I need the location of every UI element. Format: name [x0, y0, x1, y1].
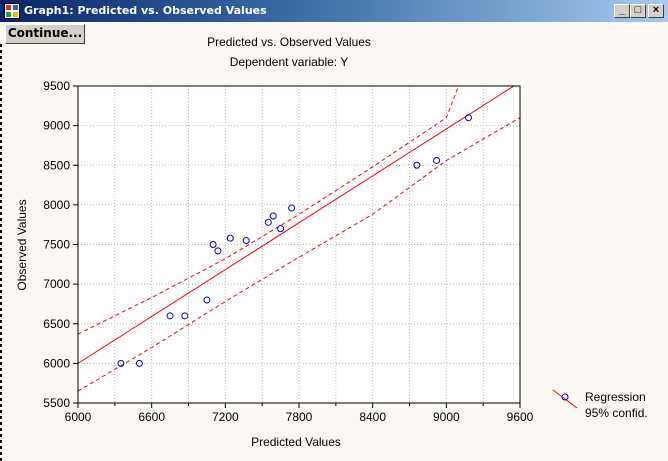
- data-point: [433, 156, 441, 164]
- lower-confidence-line: [77, 117, 521, 392]
- data-point: [181, 312, 189, 320]
- data-point: [214, 247, 222, 255]
- grid: [78, 86, 520, 403]
- data-point: [464, 114, 472, 122]
- legend-confidence-label: 95% confid.: [585, 406, 648, 420]
- y-tick-label: 9500: [43, 79, 70, 93]
- chart-subtitle: Dependent variable: Y: [230, 55, 349, 69]
- data-point: [226, 234, 234, 242]
- x-tick-label: 6000: [65, 410, 92, 424]
- x-axis-label: Predicted Values: [251, 435, 341, 449]
- y-axis-label: Observed Values: [15, 199, 29, 290]
- maximize-button[interactable]: □: [630, 4, 646, 18]
- y-tick-label: 7000: [43, 277, 70, 291]
- window-titlebar[interactable]: Graph1: Predicted vs. Observed Values _ …: [0, 0, 668, 22]
- y-tick-label: 5500: [43, 396, 70, 410]
- data-point: [288, 204, 296, 212]
- x-tick-label: 9600: [507, 410, 534, 424]
- y-tick-label: 8500: [43, 158, 70, 172]
- y-tick-label: 7500: [43, 238, 70, 252]
- legend: Regression 95% confid.: [552, 389, 648, 420]
- data-point: [413, 161, 421, 169]
- legend-regression-label: Regression: [585, 390, 646, 404]
- x-tick-label: 6600: [138, 410, 165, 424]
- data-point: [264, 218, 272, 226]
- y-ticks: 5500 6000 6500 7000 7500 8000 8500 9000 9500: [43, 79, 78, 410]
- x-tick-label: 7800: [286, 410, 313, 424]
- y-tick-label: 9000: [43, 119, 70, 133]
- regression-line: [77, 85, 515, 364]
- data-point: [209, 241, 217, 248]
- x-tick-label: 7200: [212, 410, 239, 424]
- data-point: [203, 296, 211, 304]
- data-point: [277, 225, 285, 233]
- x-ticks: 6000 6600 7200 7800 8400 9000 9600: [65, 403, 534, 424]
- data-point: [269, 212, 277, 220]
- data-point: [242, 237, 250, 245]
- data-point: [166, 312, 174, 320]
- plot-frame: [77, 85, 521, 404]
- data-point: [135, 359, 143, 367]
- close-button[interactable]: ×: [648, 4, 664, 18]
- upper-confidence-line: [77, 85, 460, 335]
- app-icon: [4, 3, 20, 19]
- continue-button[interactable]: Continue...: [5, 24, 85, 44]
- window-title: Graph1: Predicted vs. Observed Values: [24, 4, 267, 17]
- minimize-button[interactable]: _: [614, 4, 630, 18]
- x-tick-label: 8400: [359, 410, 386, 424]
- y-tick-label: 8000: [43, 198, 70, 212]
- window-left-border: [0, 44, 2, 461]
- legend-regression-line: [552, 389, 578, 409]
- x-tick-label: 9000: [433, 410, 460, 424]
- y-tick-label: 6500: [43, 317, 70, 331]
- data-point: [117, 359, 125, 367]
- y-tick-label: 6000: [43, 356, 70, 370]
- legend-point-marker: [561, 393, 569, 401]
- chart-title: Predicted vs. Observed Values: [207, 35, 371, 49]
- data-points: [117, 114, 472, 367]
